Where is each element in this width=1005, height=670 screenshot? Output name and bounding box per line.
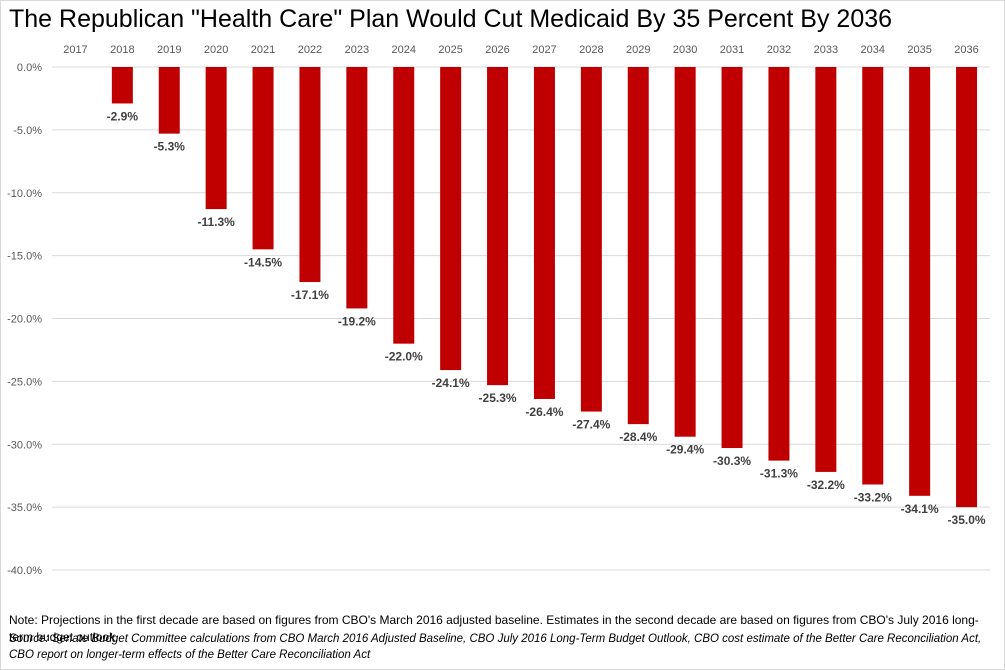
x-tick-label: 2025 bbox=[438, 44, 462, 56]
data-label: -27.4% bbox=[572, 418, 610, 432]
data-label: -17.1% bbox=[291, 288, 329, 302]
chart-title: The Republican "Health Care" Plan Would … bbox=[9, 5, 893, 33]
bar bbox=[440, 67, 462, 371]
bar bbox=[580, 67, 602, 412]
data-label: -30.3% bbox=[713, 454, 751, 468]
x-tick-label: 2017 bbox=[63, 44, 87, 56]
bar bbox=[674, 67, 696, 437]
x-tick-label: 2027 bbox=[532, 44, 556, 56]
x-tick-label: 2034 bbox=[861, 44, 885, 56]
bar bbox=[956, 67, 978, 508]
data-label: -26.4% bbox=[525, 405, 563, 419]
chart-source: Source: Senate Budget Committee calculat… bbox=[9, 633, 982, 661]
y-tick-label: -40.0% bbox=[7, 565, 42, 577]
x-tick-label: 2021 bbox=[251, 44, 275, 56]
data-label: -29.4% bbox=[666, 443, 704, 457]
data-label: -22.0% bbox=[385, 350, 423, 364]
data-label: -28.4% bbox=[619, 430, 657, 444]
gridlines bbox=[52, 66, 990, 571]
y-tick-label: -20.0% bbox=[7, 314, 42, 326]
data-label: -14.5% bbox=[244, 255, 282, 269]
data-label: -24.1% bbox=[432, 376, 470, 390]
x-tick-label: 2023 bbox=[345, 44, 369, 56]
bar bbox=[205, 67, 227, 210]
x-tick-label: 2030 bbox=[673, 44, 697, 56]
bar bbox=[393, 67, 415, 344]
data-labels: -2.9% -5.3% -11.3% -14.5% -17.1% -19.2% -22.0%… bbox=[107, 109, 986, 527]
data-label: -33.2% bbox=[854, 490, 892, 504]
data-label: -11.3% bbox=[197, 215, 235, 229]
bar bbox=[252, 67, 274, 250]
y-tick-label: -10.0% bbox=[7, 188, 42, 200]
bar bbox=[299, 67, 321, 283]
y-axis-ticks: 0.0% -5.0% -10.0% -15.0% -20.0% -25.0% -30.0% -… bbox=[7, 62, 42, 577]
bar bbox=[721, 67, 743, 449]
x-tick-label: 2035 bbox=[907, 44, 931, 56]
bar bbox=[158, 67, 180, 134]
x-tick-label: 2031 bbox=[720, 44, 744, 56]
x-tick-label: 2024 bbox=[392, 44, 416, 56]
x-tick-label: 2028 bbox=[579, 44, 603, 56]
bar bbox=[768, 67, 790, 461]
data-label: -5.3% bbox=[154, 140, 186, 154]
chart-note: Note: Projections in the first decade ar… bbox=[9, 613, 979, 644]
x-tick-label: 2022 bbox=[298, 44, 322, 56]
bar bbox=[111, 67, 133, 104]
bar bbox=[533, 67, 555, 399]
bar bbox=[909, 67, 931, 496]
data-label: -32.2% bbox=[807, 478, 845, 492]
bar-chart: 0.0% -5.0% -10.0% -15.0% -20.0% -25.0% -30.0% -… bbox=[7, 44, 990, 577]
x-tick-label: 2033 bbox=[814, 44, 838, 56]
data-label: -19.2% bbox=[338, 314, 376, 328]
bar bbox=[862, 67, 884, 485]
x-tick-label: 2020 bbox=[204, 44, 228, 56]
data-label: -35.0% bbox=[948, 513, 986, 527]
y-tick-label: -15.0% bbox=[7, 251, 42, 263]
bar bbox=[487, 67, 509, 386]
y-tick-label: 0.0% bbox=[17, 62, 42, 74]
data-label: -25.3% bbox=[479, 391, 517, 405]
bar bbox=[815, 67, 837, 472]
bar bbox=[346, 67, 368, 309]
data-label: -31.3% bbox=[760, 467, 798, 481]
data-label: -34.1% bbox=[901, 502, 939, 516]
bars bbox=[111, 67, 978, 508]
x-tick-label: 2019 bbox=[157, 44, 181, 56]
bar bbox=[627, 67, 649, 425]
y-tick-label: -5.0% bbox=[13, 125, 42, 137]
x-tick-label: 2032 bbox=[767, 44, 791, 56]
y-tick-label: -30.0% bbox=[7, 439, 42, 451]
x-tick-label: 2018 bbox=[110, 44, 134, 56]
y-tick-label: -35.0% bbox=[7, 502, 42, 514]
x-tick-label: 2026 bbox=[485, 44, 509, 56]
y-tick-label: -25.0% bbox=[7, 376, 42, 388]
x-axis-ticks: 2017 2018 2019 2020 2021 2022 2023 2024 2025 2026… bbox=[63, 44, 979, 56]
x-tick-label: 2029 bbox=[626, 44, 650, 56]
data-label: -2.9% bbox=[107, 109, 139, 123]
x-tick-label: 2036 bbox=[954, 44, 978, 56]
